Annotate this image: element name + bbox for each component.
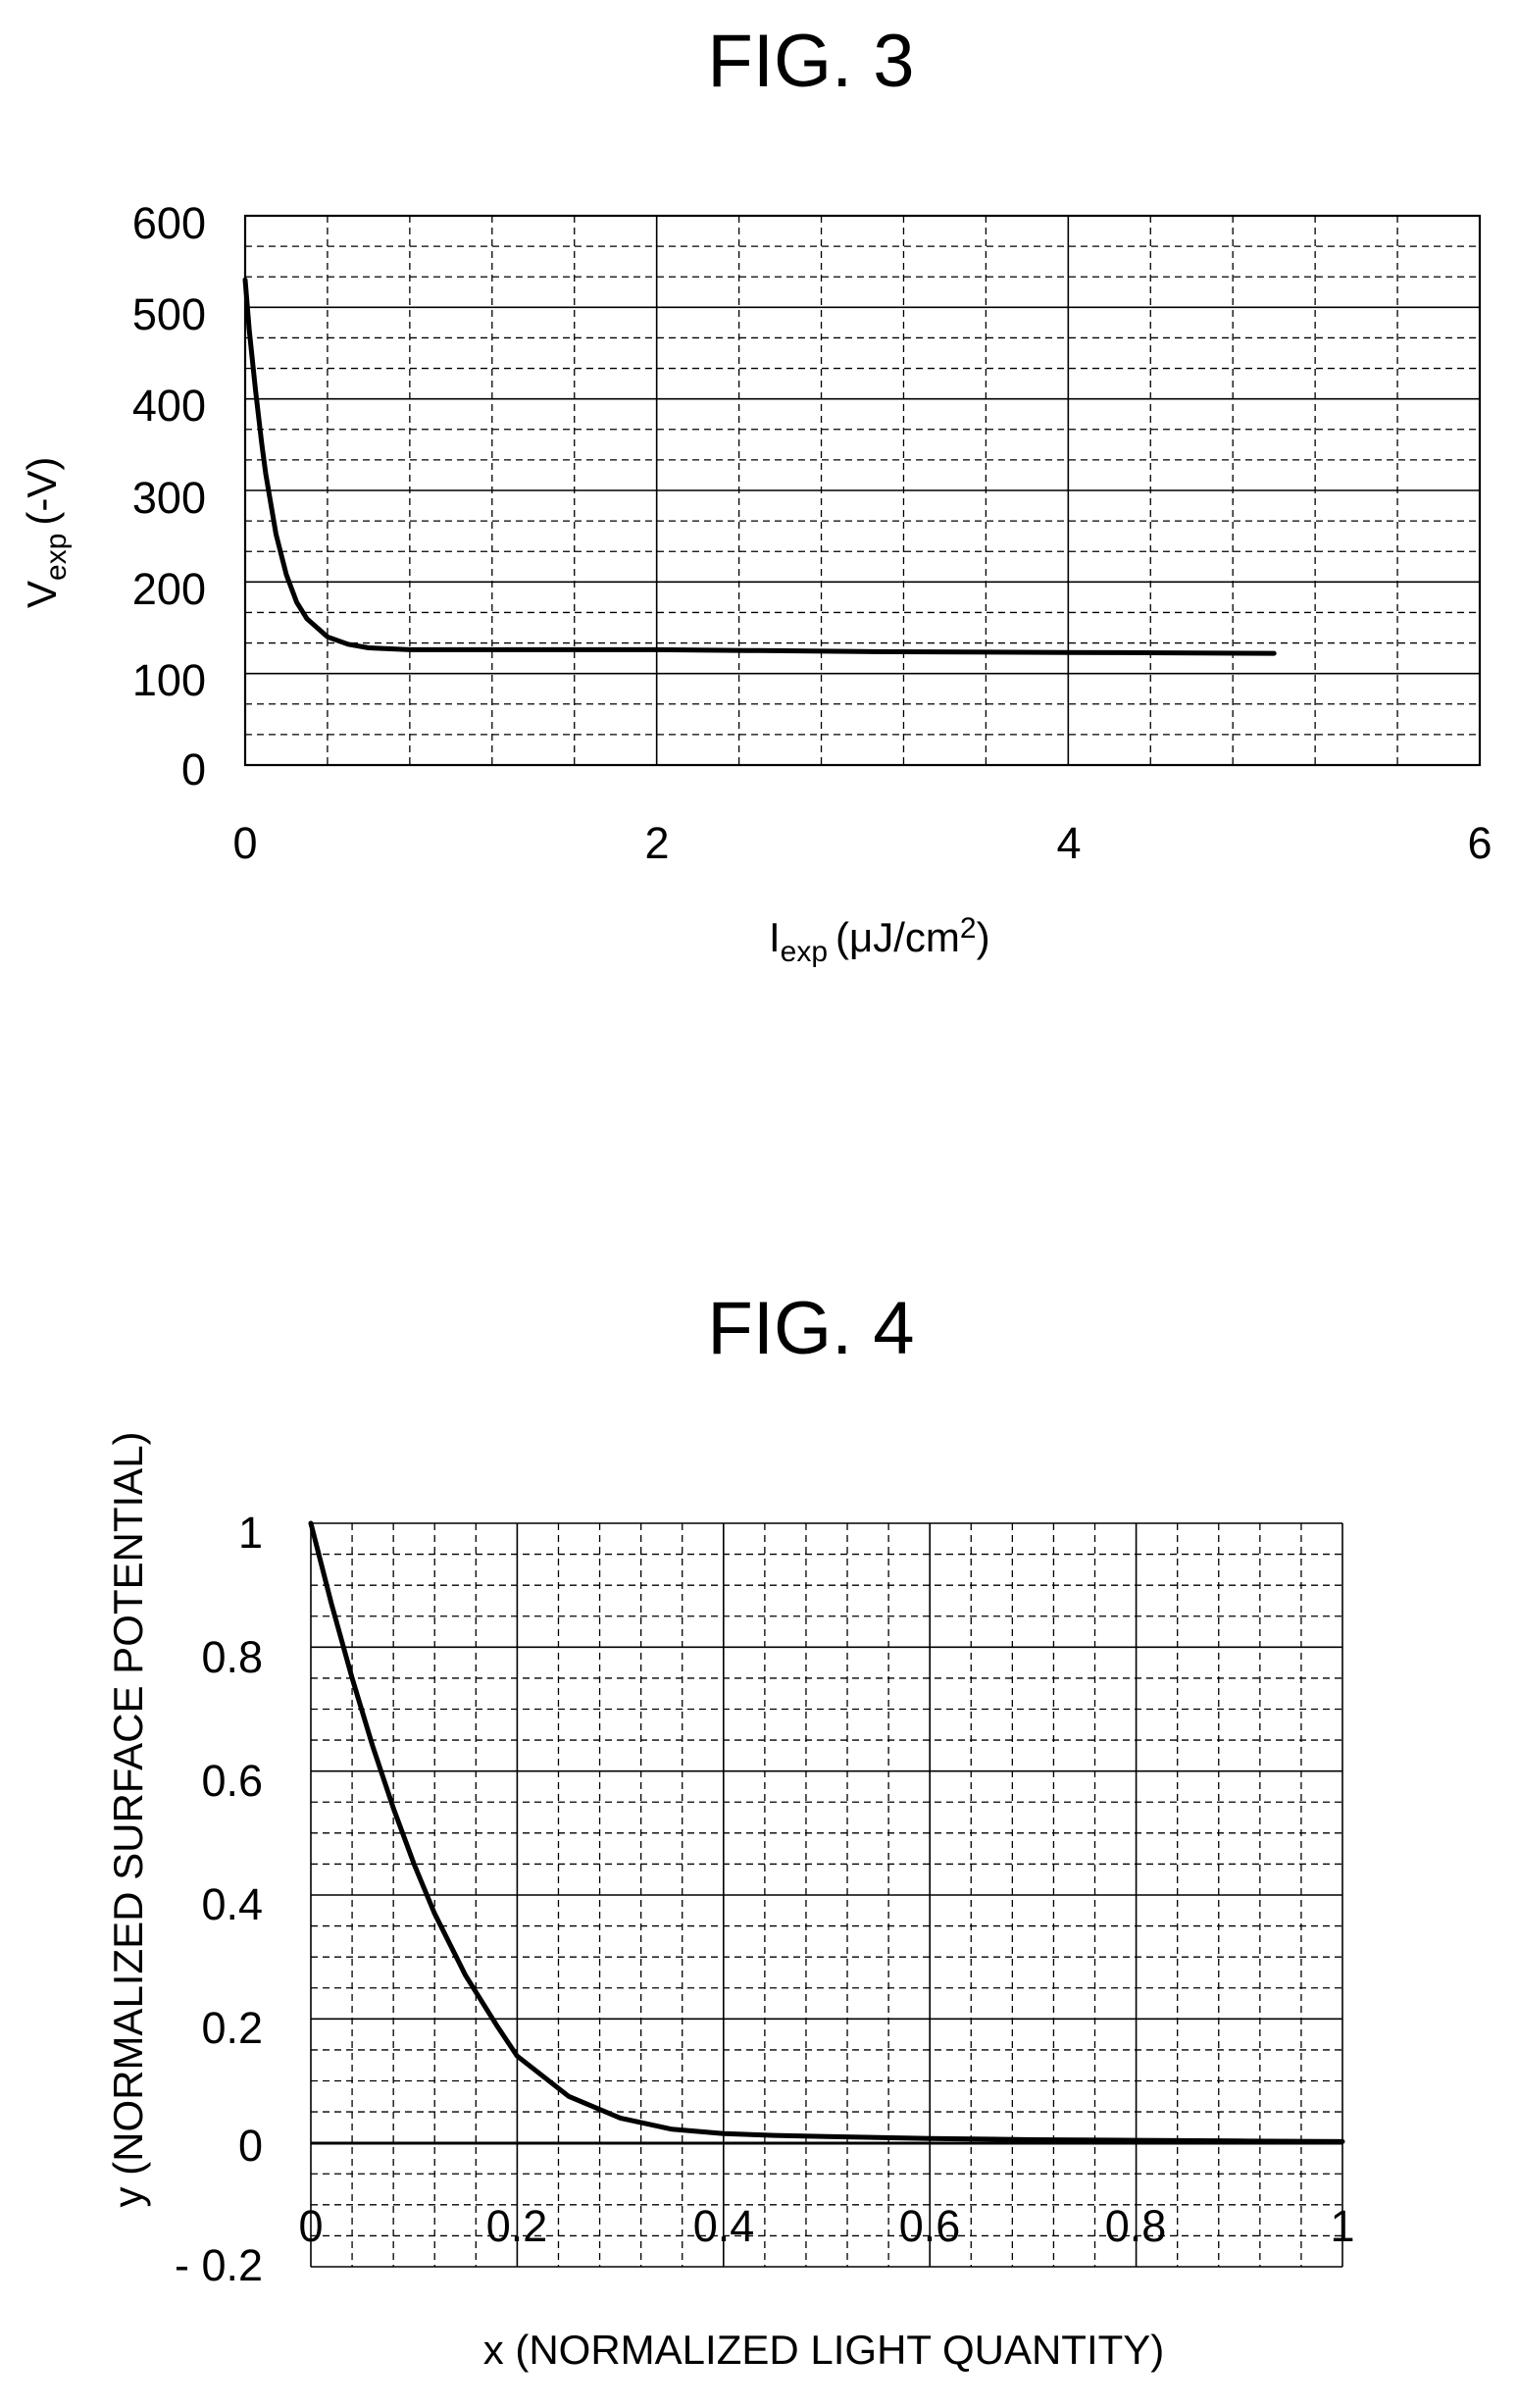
fig3-xtick-label: 2 bbox=[644, 818, 669, 868]
fig4-ytick-label: 0.4 bbox=[201, 1879, 263, 1929]
fig3-series-line bbox=[242, 277, 1277, 656]
fig3-ytick-label: 500 bbox=[132, 289, 206, 339]
fig3-y-axis-label-unit: (-V) bbox=[19, 457, 65, 526]
fig4-xtick-label: 0.2 bbox=[486, 2201, 548, 2251]
fig3-x-axis-label-unit: (μJ/cm bbox=[835, 914, 960, 960]
fig3-ytick-label: 200 bbox=[132, 564, 206, 614]
fig4-xtick-label: 0 bbox=[298, 2201, 323, 2251]
fig3-y-axis-label: Vexp (-V) bbox=[19, 457, 73, 608]
fig3-xtick-label: 4 bbox=[1056, 818, 1081, 868]
fig4-ytick-label: 1 bbox=[238, 1508, 263, 1558]
fig4-xtick-label: 0.8 bbox=[1105, 2201, 1167, 2251]
fig4-chart: FIG. 4 1 0.8 0.6 0.4 0.2 0 - 0.2 0 0.2 0… bbox=[105, 1287, 1355, 2373]
fig3-x-axis-label-main: I bbox=[769, 914, 781, 960]
fig3-x-axis-label: Iexp (μJ/cm2) bbox=[769, 912, 990, 968]
fig4-ytick-label: 0.8 bbox=[201, 1632, 263, 1682]
fig3-x-axis-label-close: ) bbox=[977, 914, 990, 960]
fig4-grid bbox=[310, 1522, 1343, 2268]
fig3-ytick-label: 600 bbox=[132, 198, 206, 248]
fig3-x-axis-label-sup: 2 bbox=[960, 912, 977, 945]
fig3-grid bbox=[244, 215, 1481, 766]
fig4-ytick-label: - 0.2 bbox=[175, 2240, 263, 2290]
fig4-ytick-label: 0 bbox=[238, 2121, 263, 2171]
fig3-ytick-label: 300 bbox=[132, 473, 206, 523]
fig4-ytick-label: 0.6 bbox=[201, 1756, 263, 1806]
fig3-ytick-label: 0 bbox=[181, 744, 206, 794]
fig4-ytick-label: 0.2 bbox=[201, 2003, 263, 2053]
fig3-y-axis-label-main: V bbox=[19, 581, 65, 608]
fig4-title: FIG. 4 bbox=[707, 1287, 914, 1370]
fig3-ytick-label: 400 bbox=[132, 381, 206, 431]
fig4-xtick-label: 1 bbox=[1330, 2201, 1354, 2251]
fig3-chart: FIG. 3 600 500 400 300 200 100 0 0 2 4 6… bbox=[19, 20, 1493, 968]
fig3-xtick-label: 0 bbox=[232, 818, 257, 868]
fig4-xtick-label: 0.6 bbox=[899, 2201, 961, 2251]
fig3-plot-frame bbox=[243, 214, 1482, 767]
fig4-xtick-label: 0.4 bbox=[693, 2201, 755, 2251]
fig4-y-axis-label: y (NORMALIZED SURFACE POTENTIAL) bbox=[105, 1431, 151, 2207]
fig4-x-axis-label: x (NORMALIZED LIGHT QUANTITY) bbox=[483, 2327, 1165, 2373]
fig3-xtick-label: 6 bbox=[1467, 818, 1492, 868]
fig4-series-line bbox=[308, 1520, 1345, 2144]
fig3-x-axis-label-sub: exp bbox=[781, 936, 828, 968]
fig3-ytick-label: 100 bbox=[132, 655, 206, 705]
fig3-y-axis-label-sub: exp bbox=[40, 534, 73, 581]
fig3-title: FIG. 3 bbox=[707, 20, 914, 103]
